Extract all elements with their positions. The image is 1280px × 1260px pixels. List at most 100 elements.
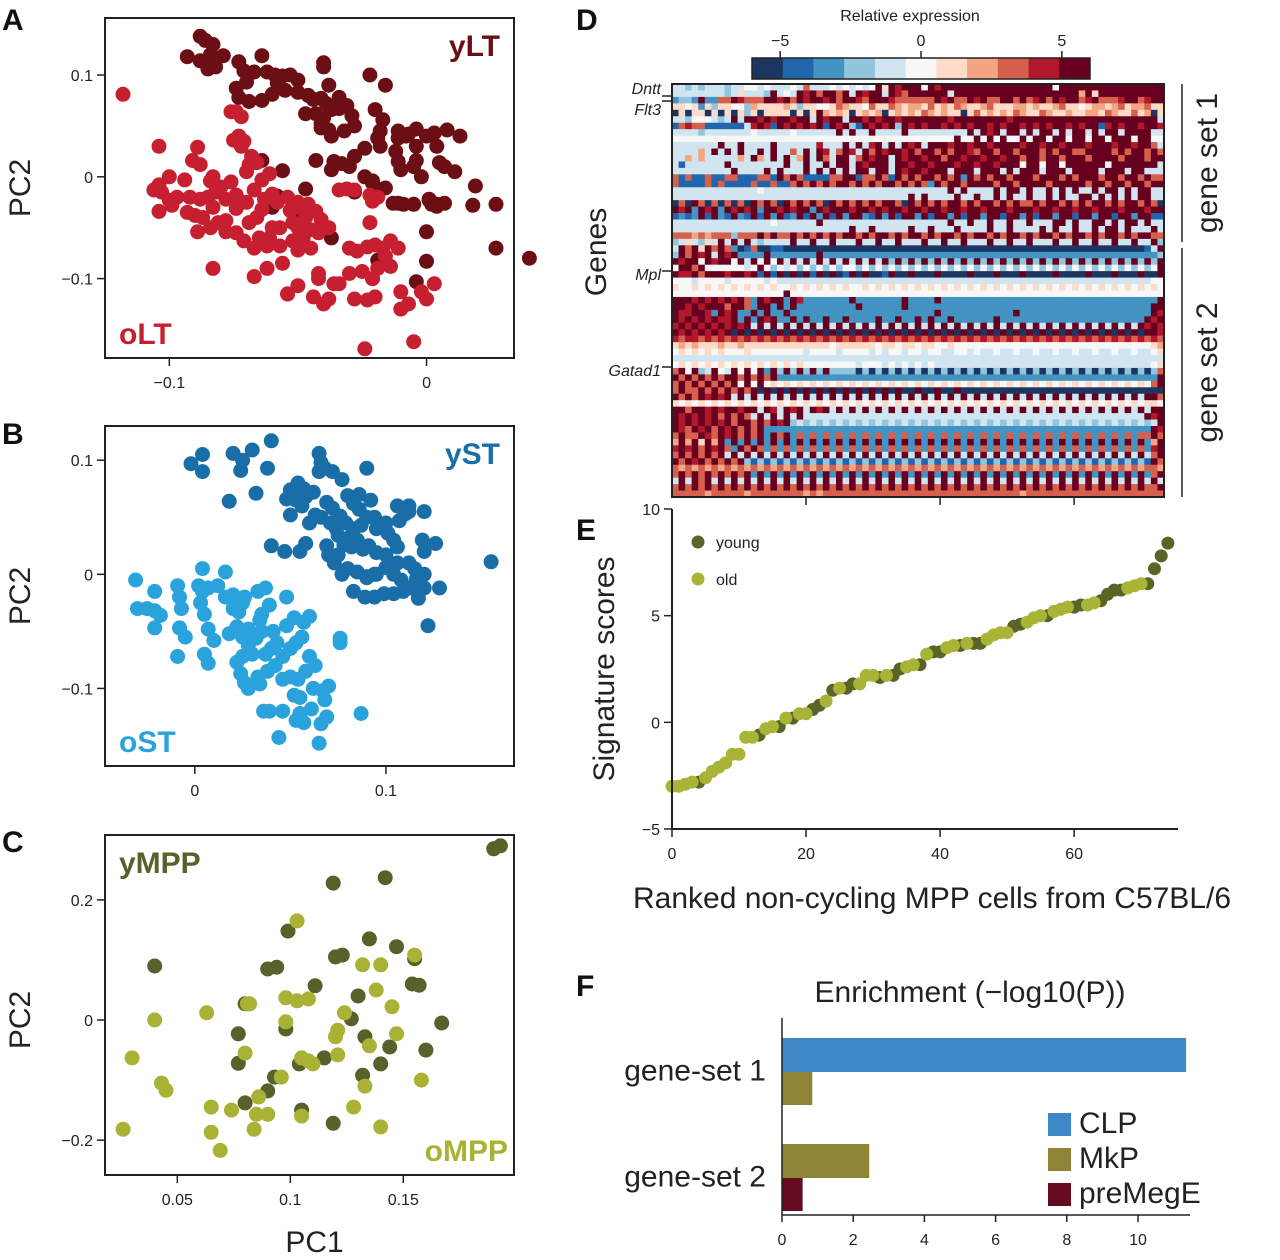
point-olt <box>272 238 288 254</box>
heatmap-cell <box>1131 90 1139 98</box>
heatmap-cell <box>1039 238 1047 246</box>
heatmap-cell <box>849 238 857 246</box>
heatmap-cell <box>829 90 837 98</box>
heatmap-cell <box>731 116 738 124</box>
point-ost <box>170 578 186 594</box>
heatmap-cell <box>685 400 693 408</box>
heatmap-cell <box>822 445 830 453</box>
heatmap-cell <box>698 464 706 472</box>
heatmap-cell <box>927 200 935 208</box>
heatmap-cell <box>954 342 962 349</box>
heatmap-cell <box>1072 361 1080 369</box>
heatmap-cell <box>1026 238 1034 246</box>
heatmap-cell <box>731 167 738 175</box>
heatmap-cell <box>744 264 752 272</box>
heatmap-cell <box>1006 213 1014 220</box>
heatmap-cell <box>744 438 752 446</box>
heatmap-cell <box>783 84 791 91</box>
heatmap-cell <box>934 245 942 253</box>
heatmap-cell <box>993 296 1001 304</box>
heatmap-cell <box>868 129 876 137</box>
heatmap-cell <box>711 342 719 349</box>
heatmap-cell <box>1065 271 1073 278</box>
heatmap-cell <box>1137 296 1145 304</box>
heatmap-cell <box>1111 84 1119 91</box>
heatmap-cell <box>888 193 896 201</box>
heatmap-cell <box>1026 161 1034 169</box>
heatmap-cell <box>908 400 916 408</box>
heatmap-cell <box>1019 161 1027 169</box>
heatmap-cell <box>1098 245 1106 253</box>
heatmap-cell <box>1000 109 1007 117</box>
heatmap-cell <box>862 225 870 233</box>
point-olt <box>187 208 203 223</box>
heatmap-cell <box>947 355 955 362</box>
heatmap-cell <box>698 335 706 343</box>
heatmap-cell <box>1131 348 1139 356</box>
heatmap-cell <box>1019 219 1027 227</box>
heatmap-cell <box>1091 393 1099 401</box>
heatmap-cell <box>750 187 758 195</box>
heatmap-cell <box>1013 187 1021 195</box>
heatmap-cell <box>796 438 804 446</box>
heatmap-cell <box>947 187 955 195</box>
heatmap-cell <box>973 167 981 175</box>
heatmap-cell <box>822 251 830 259</box>
heatmap-cell <box>1104 361 1112 369</box>
heatmap-cell <box>993 380 1001 388</box>
heatmap-cell <box>960 161 968 169</box>
heatmap-cell <box>908 187 916 195</box>
heatmap-cell <box>1052 148 1060 156</box>
heatmap-cell <box>763 296 771 304</box>
heatmap-cell <box>1091 200 1099 208</box>
heatmap-cell <box>717 277 725 285</box>
heatmap-cell <box>672 419 679 427</box>
heatmap-cell <box>895 129 902 137</box>
heatmap-cell <box>698 361 706 369</box>
heatmap-cell <box>1072 277 1080 285</box>
heatmap-cell <box>836 458 843 466</box>
heatmap-cell <box>757 277 765 285</box>
heatmap-cell <box>875 445 883 453</box>
heatmap-cell <box>1072 129 1080 137</box>
heatmap-cell <box>1098 367 1106 375</box>
heatmap-cell <box>757 84 765 91</box>
heatmap-cell <box>1000 116 1007 124</box>
heatmap-cell <box>691 142 699 149</box>
heatmap-cell <box>1131 309 1139 317</box>
heatmap-cell <box>1131 264 1139 272</box>
heatmap-cell <box>763 387 771 395</box>
heatmap-cell <box>691 284 699 291</box>
heatmap-cell <box>737 84 745 91</box>
heatmap-cell <box>1144 284 1152 291</box>
heatmap-cell <box>1124 103 1132 111</box>
heatmap-cell <box>1131 245 1139 253</box>
heatmap-cell <box>1124 303 1132 311</box>
panel-letter-a: A <box>2 4 24 37</box>
heatmap-cell <box>776 335 784 343</box>
heatmap-cell <box>908 445 916 453</box>
heatmap-cell <box>1111 193 1119 201</box>
heatmap-cell <box>763 413 771 420</box>
heatmap-cell <box>724 329 732 337</box>
heatmap-cell <box>1045 148 1053 156</box>
point-ylt <box>275 163 290 179</box>
point-olt <box>151 138 167 154</box>
heatmap-cell <box>842 335 850 343</box>
heatmap-cell <box>1078 309 1086 317</box>
heatmap-cell <box>1078 148 1086 156</box>
point-olt <box>393 284 409 300</box>
heatmap-cell <box>895 335 902 343</box>
heatmap-cell <box>980 167 988 175</box>
heatmap-cell <box>1144 180 1152 188</box>
heatmap-cell <box>796 232 804 240</box>
point-ost <box>147 583 163 599</box>
point-ylt <box>398 128 414 144</box>
heatmap-cell <box>1006 271 1014 278</box>
heatmap-cell <box>1052 193 1060 201</box>
heatmap-cell <box>967 419 975 427</box>
heatmap-cell <box>731 258 738 266</box>
heatmap-cell <box>737 316 745 324</box>
point-olt <box>426 276 442 292</box>
heatmap-cell <box>1111 90 1119 98</box>
